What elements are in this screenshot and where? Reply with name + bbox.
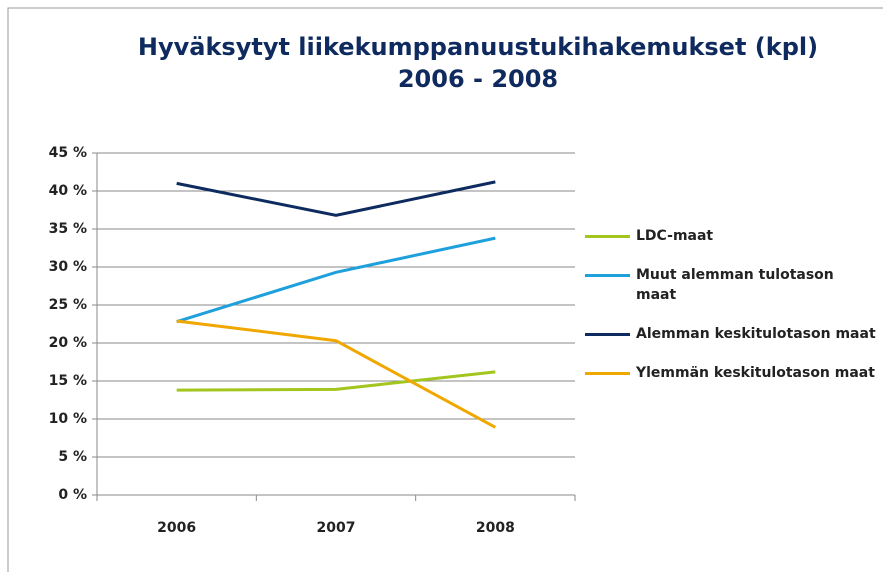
series-line [176,236,496,324]
y-tick-label: 20 % [49,335,87,351]
legend-label: Ylemmän keskitulotason maat [636,365,875,381]
legend-label: Muut alemman tulotason maat [636,267,834,303]
x-tick-label: 2007 [317,520,356,536]
x-tick-label: 2008 [476,520,515,536]
legend-item: Alemman keskitulotason maat [585,324,876,344]
legend-swatch [585,274,630,277]
chart-title: 2006 - 2008 [398,65,558,93]
y-tick-label: 45 % [49,145,87,161]
legend: LDC-maat Muut alemman tulotason maat Alemm… [585,226,876,402]
y-tick-label: 25 % [49,297,87,313]
y-tick-label: 15 % [49,373,87,389]
legend-item: LDC-maat [585,226,876,246]
legend-item: Ylemmän keskitulotason maat [585,363,876,383]
frame [7,7,883,572]
legend-swatch [585,372,630,375]
y-tick-label: 5 % [58,449,87,465]
legend-swatch [585,333,630,336]
series-line [176,370,496,392]
legend-item: Muut alemman tulotason maat [585,265,876,305]
legend-label: LDC-maat [636,228,714,244]
legend-swatch [585,235,630,238]
y-tick-label: 0 % [58,487,87,503]
y-tick-label: 35 % [49,221,87,237]
x-tick-label: 2006 [157,520,196,536]
y-tick-label: 10 % [49,411,87,427]
y-tick-label: 40 % [49,183,87,199]
y-tick-label: 30 % [49,259,87,275]
legend-label: Alemman keskitulotason maat [636,326,876,342]
chart-title: Hyväksytyt liikekumppanuustukihakemukset… [138,33,818,61]
series-line [176,319,497,429]
series-line [176,180,496,217]
